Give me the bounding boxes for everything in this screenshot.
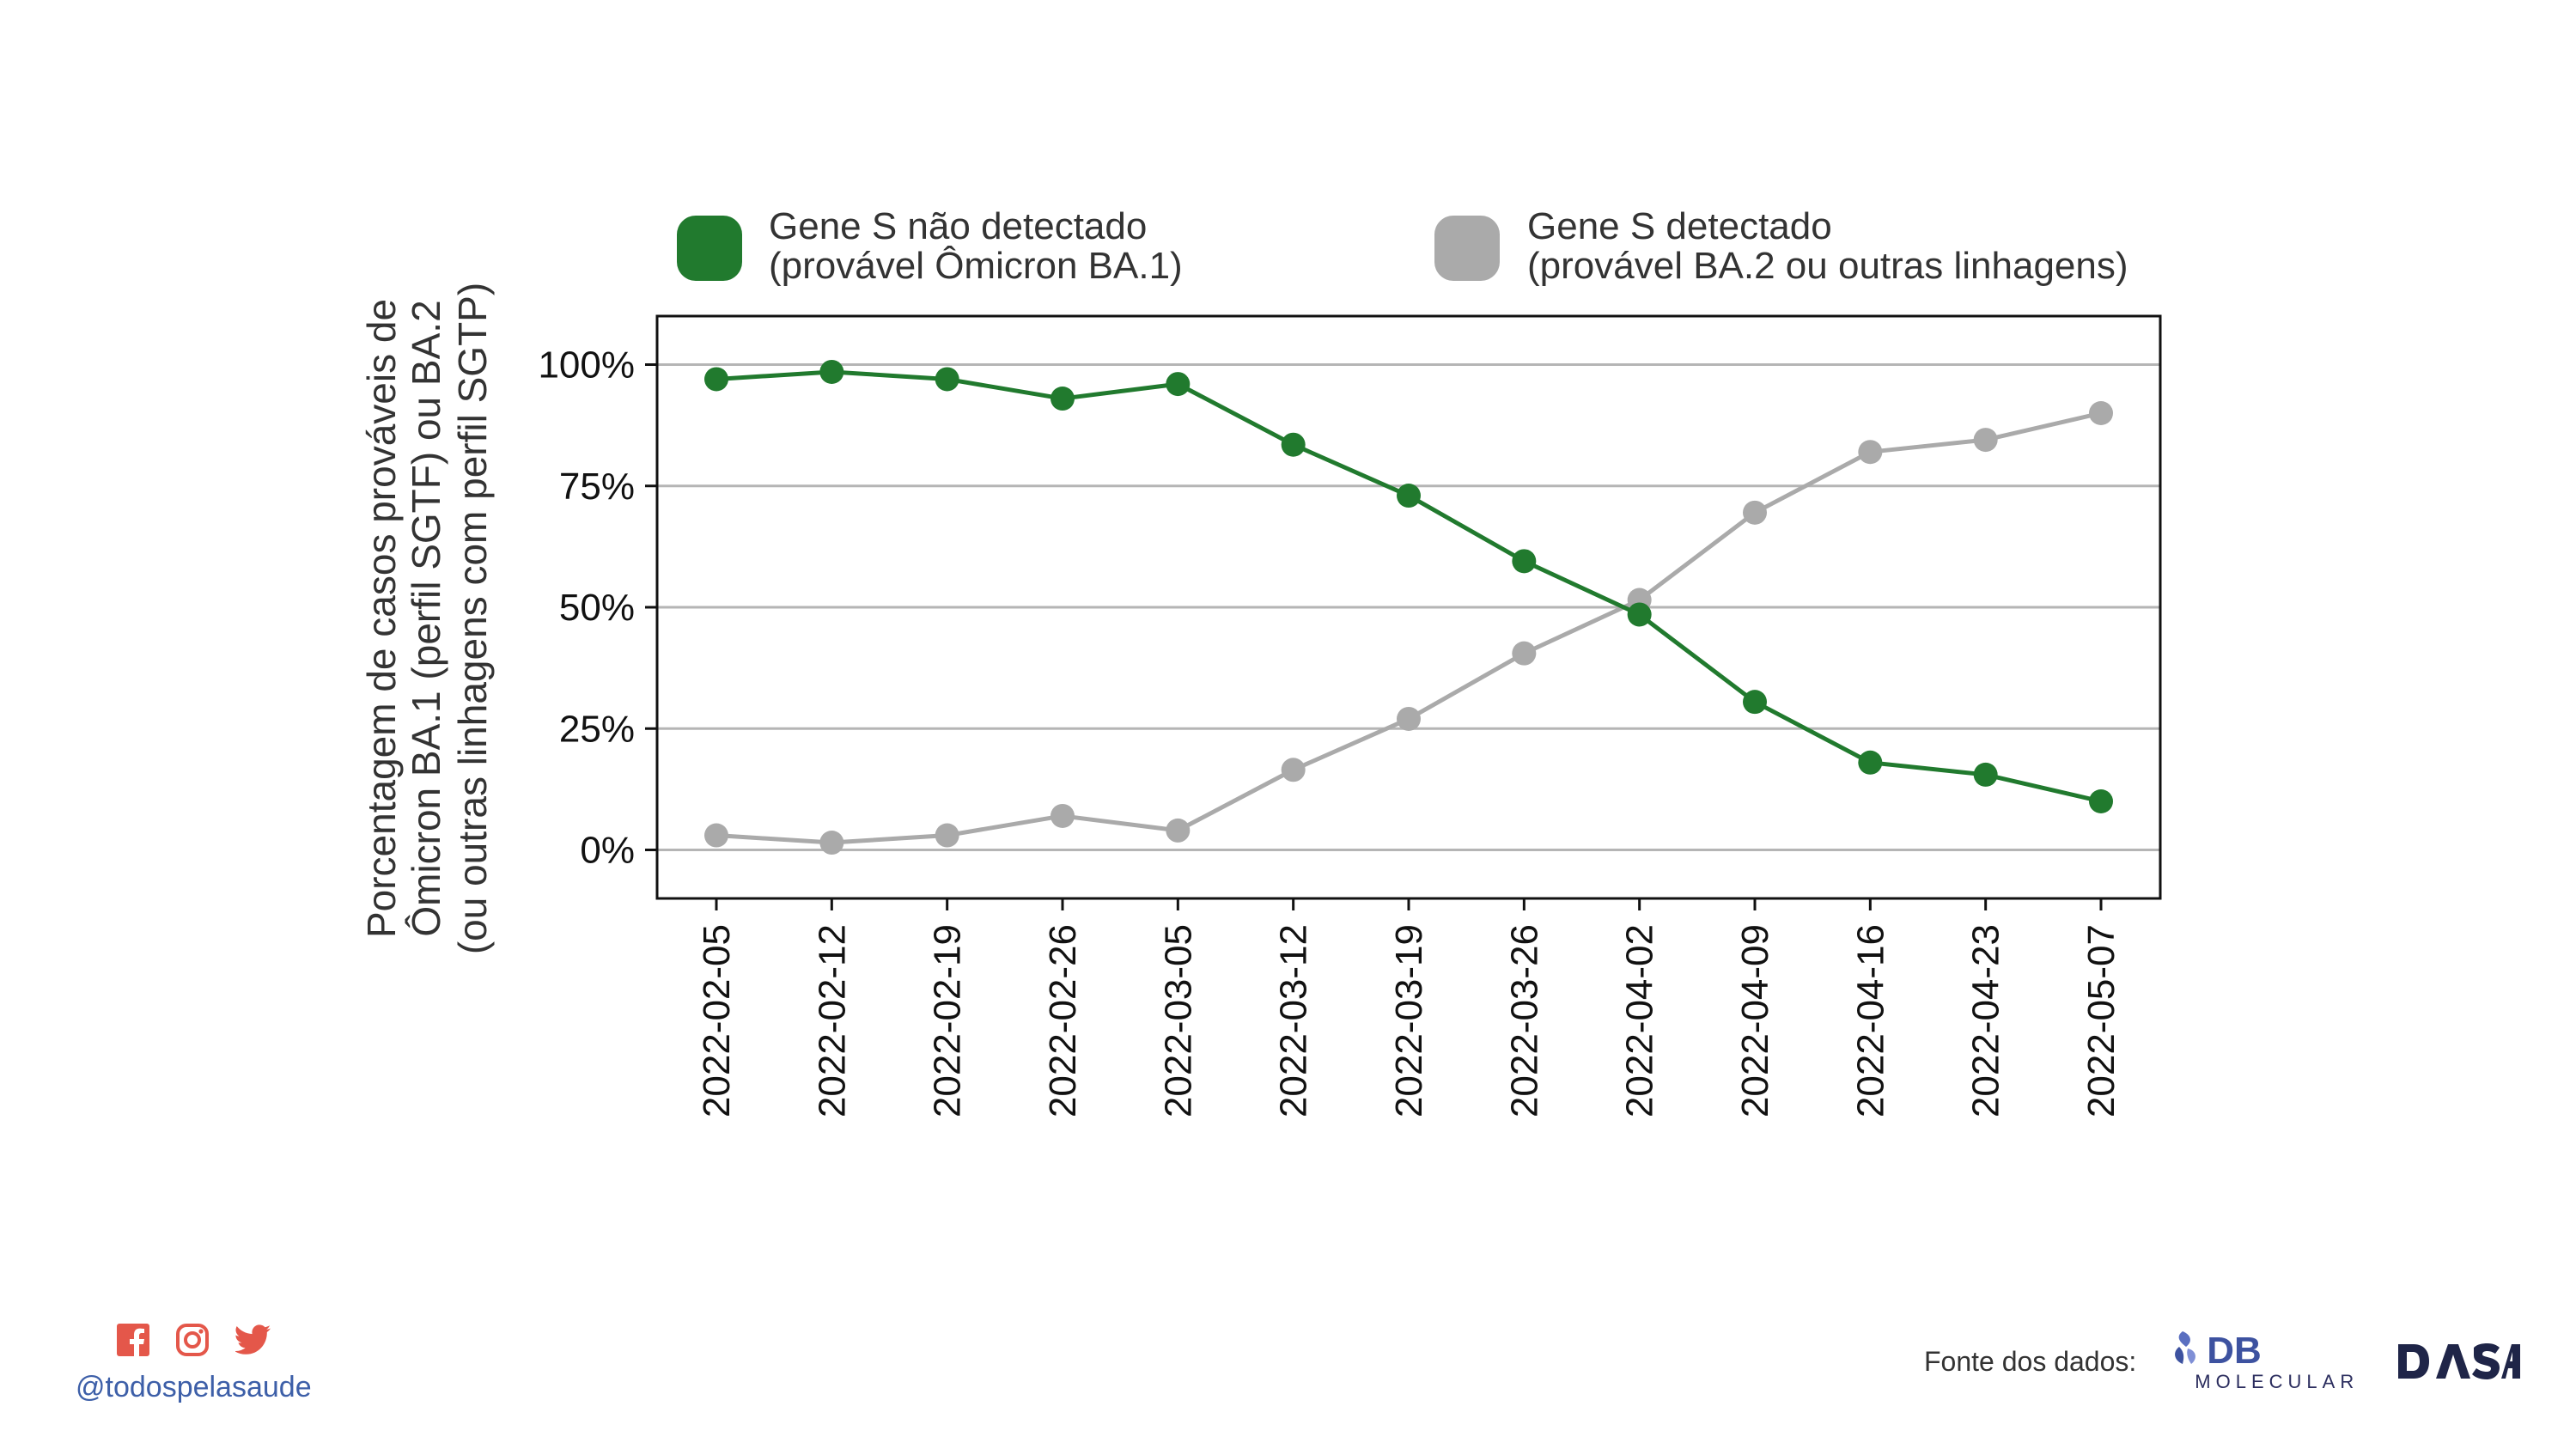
axes: 0% 25% 50% 75% 100% 2022-02-05 2022-02-12 2022-… — [538, 344, 2122, 1118]
legend-label-1-1: (provável BA.2 ou outras linhagens) — [1527, 245, 2128, 287]
data-point-0-2 — [935, 367, 959, 392]
x-tick-label: 2022-02-26 — [1042, 924, 1084, 1117]
y-axis-label-line-0: Porcentagem de casos prováveis de — [359, 299, 404, 938]
legend-label-1-0: Gene S detectado — [1527, 205, 1832, 247]
data-point-0-10 — [1858, 750, 1883, 775]
x-tick-label: 2022-02-12 — [811, 924, 853, 1117]
data-point-1-4 — [1166, 818, 1191, 843]
data-point-0-5 — [1281, 432, 1306, 457]
series-layer — [704, 359, 2113, 855]
data-point-1-11 — [1973, 428, 1998, 453]
legend-swatch-0 — [677, 216, 742, 281]
db-logo-subtext: MOLECULAR — [2195, 1371, 2360, 1392]
grid-lines — [657, 363, 2160, 851]
social-handle[interactable]: @todospelasaude — [76, 1371, 312, 1403]
social-icons — [117, 1323, 333, 1357]
data-point-0-11 — [1973, 762, 1998, 787]
db-logo-text: DB — [2207, 1330, 2262, 1372]
x-tick-label: 2022-05-07 — [2080, 924, 2122, 1117]
instagram-icon[interactable] — [175, 1323, 210, 1357]
data-point-1-6 — [1397, 706, 1421, 731]
legend: Gene S não detectado(provável Ômicron BA… — [677, 205, 2128, 287]
y-tick-label: 0% — [580, 830, 635, 872]
x-tick-label: 2022-04-23 — [1965, 924, 2007, 1117]
data-point-0-0 — [704, 367, 728, 392]
db-molecular-logo: DB MOLECULAR — [2171, 1330, 2359, 1393]
y-axis-label: Porcentagem de casos prováveis de Ômicron… — [359, 283, 495, 954]
y-tick-label: 100% — [538, 344, 635, 387]
data-point-1-0 — [704, 823, 728, 848]
data-point-0-4 — [1166, 372, 1191, 397]
y-tick-label: 75% — [559, 466, 635, 508]
twitter-icon[interactable] — [235, 1324, 271, 1355]
data-point-1-9 — [1743, 500, 1767, 525]
db-molecular-mark-icon — [2175, 1331, 2196, 1364]
x-tick-label: 2022-02-19 — [927, 924, 969, 1117]
data-point-1-7 — [1512, 641, 1537, 666]
series-line-1 — [716, 411, 2102, 845]
data-point-1-1 — [819, 831, 844, 855]
y-axis-label-line-2: (ou outras linhagens com perfil SGTP) — [450, 283, 495, 954]
facebook-icon[interactable] — [117, 1324, 149, 1356]
data-point-0-1 — [819, 359, 844, 384]
data-point-1-10 — [1858, 440, 1883, 465]
series-line-0 — [716, 369, 2102, 804]
x-tick-label: 2022-03-12 — [1273, 924, 1315, 1117]
data-point-1-12 — [2089, 401, 2113, 425]
data-point-0-8 — [1627, 602, 1652, 627]
legend-swatch-1 — [1434, 216, 1500, 281]
data-point-0-3 — [1050, 387, 1075, 411]
y-tick-label: 50% — [559, 587, 635, 629]
x-tick-label: 2022-03-05 — [1157, 924, 1199, 1117]
x-tick-label: 2022-03-19 — [1388, 924, 1430, 1117]
y-tick-label: 25% — [559, 708, 635, 750]
x-tick-label: 2022-04-16 — [1849, 924, 1891, 1117]
legend-label-0-0: Gene S não detectado — [769, 205, 1147, 247]
data-point-1-5 — [1281, 758, 1306, 782]
data-source: Fonte dos dados: DB MOLECULAR — [1924, 1330, 2522, 1393]
source-label: Fonte dos dados: — [1924, 1345, 2137, 1377]
data-point-1-3 — [1050, 803, 1075, 828]
dasa-logo — [2398, 1343, 2521, 1379]
data-point-0-9 — [1743, 690, 1767, 715]
x-tick-label: 2022-04-02 — [1619, 924, 1661, 1117]
social-block: @todospelasaude — [76, 1323, 333, 1404]
x-tick-label: 2022-03-26 — [1503, 924, 1545, 1117]
data-point-1-2 — [935, 823, 959, 848]
data-point-0-6 — [1397, 484, 1421, 508]
x-tick-label: 2022-04-09 — [1734, 924, 1776, 1117]
y-axis-label-line-1: Ômicron BA.1 (perfil SGTF) ou BA.2 — [404, 300, 448, 936]
data-point-0-12 — [2089, 789, 2113, 813]
legend-label-0-1: (provável Ômicron BA.1) — [769, 244, 1183, 287]
x-tick-label: 2022-02-05 — [696, 924, 738, 1117]
data-point-0-7 — [1512, 549, 1537, 574]
